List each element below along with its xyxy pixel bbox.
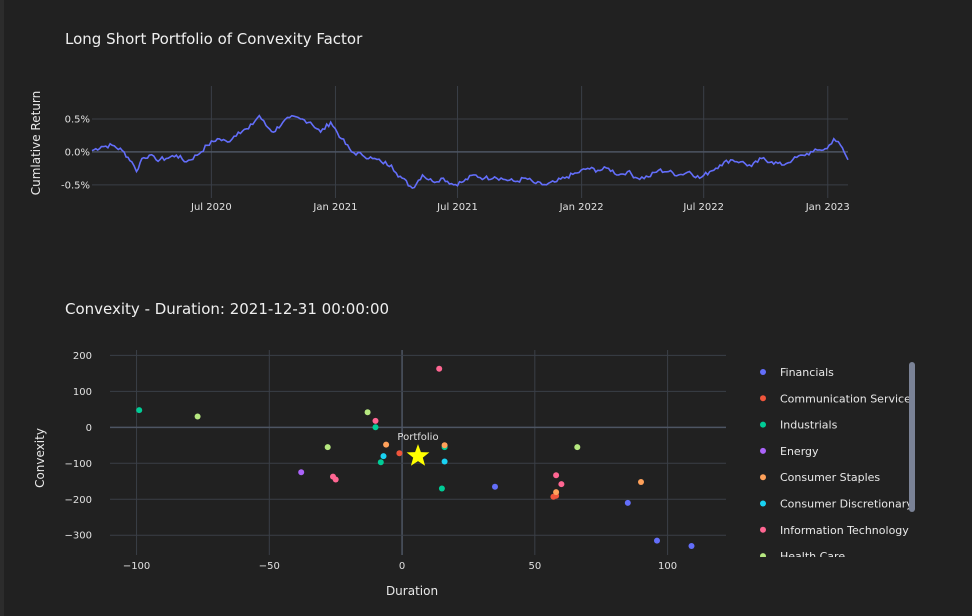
- scatter-point[interactable]: [441, 442, 448, 449]
- scatter-point[interactable]: [438, 485, 445, 492]
- scatter-point[interactable]: [436, 365, 443, 372]
- legend-marker: [760, 369, 766, 375]
- scatter-point[interactable]: [372, 417, 379, 424]
- legend-item[interactable]: Energy: [760, 445, 819, 458]
- scatter-point[interactable]: [383, 441, 390, 448]
- scatter-y-tick-label: −200: [65, 495, 92, 506]
- scatter-point[interactable]: [396, 450, 403, 457]
- legend-label: Communication Services: [780, 392, 917, 405]
- scatter-point[interactable]: [194, 413, 201, 420]
- scatter-x-tick-label: −100: [123, 561, 150, 572]
- scatter-x-tick-label: −50: [259, 561, 280, 572]
- legend-marker: [760, 421, 766, 428]
- line-chart: Long Short Portfolio of Convexity Factor…: [29, 30, 850, 213]
- line-chart-x-tick-label: Jan 2021: [312, 202, 357, 213]
- scatter-point[interactable]: [380, 453, 387, 460]
- line-chart-title: Long Short Portfolio of Convexity Factor: [65, 30, 363, 48]
- scatter-x-tick-label: 0: [399, 561, 405, 572]
- line-chart-y-tick-label: 0.0%: [65, 147, 90, 158]
- legend-item[interactable]: Health Care: [760, 550, 845, 563]
- legend-marker: [760, 553, 766, 557]
- scatter-chart-tick-labels: −100 −50 0 50 100 200 100 0 −100 −200 −300: [65, 351, 678, 572]
- scatter-point[interactable]: [364, 409, 371, 416]
- portfolio-label: Portfolio: [397, 432, 438, 443]
- scatter-point[interactable]: [298, 469, 305, 476]
- scatter-chart-x-axis-label: Duration: [386, 584, 438, 598]
- scatter-chart-title: Convexity - Duration: 2021-12-31 00:00:0…: [65, 300, 389, 318]
- legend-label: Consumer Staples: [780, 471, 880, 484]
- cumulative-return-line: [91, 114, 849, 189]
- scatter-y-tick-label: 100: [73, 387, 92, 398]
- legend-scrollbar[interactable]: [909, 362, 915, 512]
- legend-item[interactable]: Industrials: [760, 419, 838, 432]
- line-chart-tick-labels: Jul 2020 Jan 2021 Jul 2021 Jan 2022 Jul 2022…: [61, 114, 850, 213]
- scatter-point[interactable]: [377, 459, 384, 466]
- legend-marker: [760, 474, 766, 481]
- scatter-point[interactable]: [553, 472, 560, 479]
- scatter-point[interactable]: [324, 444, 331, 451]
- line-chart-x-tick-label: Jan 2022: [559, 202, 604, 213]
- line-chart-x-tick-label: Jul 2020: [190, 202, 232, 213]
- legend-item[interactable]: Consumer Staples: [760, 471, 880, 484]
- scatter-point[interactable]: [558, 481, 565, 488]
- legend-label: Consumer Discretionary: [780, 498, 913, 511]
- legend-item[interactable]: Information Technology: [760, 524, 909, 537]
- legend-marker: [760, 447, 766, 454]
- legend-label: Health Care: [780, 550, 845, 563]
- scatter-point[interactable]: [332, 476, 339, 483]
- line-chart-x-tick-label: Jul 2022: [682, 202, 724, 213]
- line-chart-y-axis-label: Cumlative Return: [29, 91, 43, 196]
- legend-label: Financials: [780, 366, 834, 379]
- scatter-point[interactable]: [136, 407, 143, 414]
- legend-marker: [760, 526, 766, 533]
- legend-marker: [760, 395, 766, 402]
- scatter-point[interactable]: [688, 543, 695, 549]
- scatter-point[interactable]: [441, 458, 448, 465]
- scatter-y-tick-label: 0: [86, 423, 92, 434]
- scatter-y-tick-label: 200: [73, 351, 92, 362]
- scatter-x-tick-label: 50: [528, 561, 541, 572]
- line-chart-gridlines: [92, 86, 848, 198]
- legend-item[interactable]: Financials: [760, 366, 834, 379]
- scatter-point[interactable]: [638, 479, 644, 485]
- scatter-point[interactable]: [372, 424, 379, 431]
- legend-marker: [760, 500, 766, 507]
- scatter-point[interactable]: [624, 499, 631, 506]
- scatter-point[interactable]: [492, 483, 498, 490]
- legend: Financials Communication Services Industri…: [760, 362, 917, 563]
- legend-item[interactable]: Consumer Discretionary: [760, 498, 913, 511]
- scatter-y-tick-label: −300: [65, 531, 92, 542]
- portfolio-star-marker[interactable]: [406, 444, 430, 466]
- scatter-point[interactable]: [654, 537, 660, 544]
- scatter-chart: Convexity - Duration: 2021-12-31 00:00:0…: [33, 300, 726, 598]
- scatter-point[interactable]: [553, 489, 560, 496]
- legend-label: Industrials: [780, 419, 838, 432]
- legend-label: Information Technology: [780, 524, 909, 537]
- portfolio-marker-group: Portfolio: [397, 432, 439, 466]
- scatter-y-tick-label: −100: [65, 459, 92, 470]
- legend-item[interactable]: Communication Services: [760, 392, 917, 405]
- left-panel-edge: [0, 0, 4, 616]
- scatter-points: [136, 365, 695, 549]
- line-chart-x-tick-label: Jan 2023: [805, 202, 850, 213]
- line-chart-x-tick-label: Jul 2021: [436, 202, 478, 213]
- line-chart-y-tick-label: -0.5%: [61, 180, 90, 191]
- scatter-point[interactable]: [574, 444, 581, 451]
- line-chart-y-tick-label: 0.5%: [65, 114, 90, 125]
- legend-label: Energy: [780, 445, 819, 458]
- scatter-chart-y-axis-label: Convexity: [33, 428, 47, 488]
- scatter-x-tick-label: 100: [658, 561, 677, 572]
